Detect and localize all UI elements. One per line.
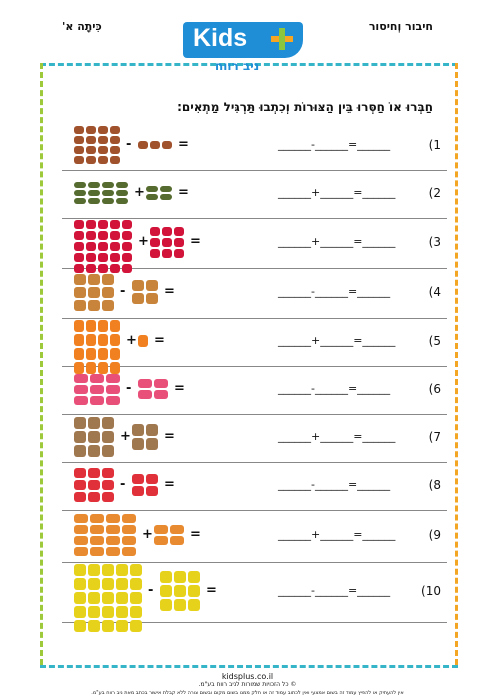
equals-sign: =	[154, 333, 165, 348]
operator-sign: +	[120, 429, 131, 444]
operator-sign: +	[142, 527, 153, 542]
equals-sign: =	[174, 381, 185, 396]
exercise-number: 5)	[428, 334, 441, 348]
plus-icon	[271, 28, 293, 50]
frame-right-border	[455, 63, 458, 665]
equals-sign: =	[178, 137, 189, 152]
grade-label: כִּיתָה א'	[62, 20, 102, 33]
operator-sign: -	[148, 583, 154, 598]
exercise-row: 6) ______-______=______ - =	[62, 366, 447, 415]
exercise-row: 8) ______-______=______ - =	[62, 462, 447, 511]
equals-sign: =	[164, 284, 175, 299]
footer-legal: אין להעתיק או להפיץ עמוד זה בשום אמצעי ו…	[91, 690, 404, 696]
footer-copyright: © כל הזכויות שמורות לניב רווח בע"מ.	[198, 681, 297, 688]
exercise-row: 7) ______+______=______ + =	[62, 414, 447, 463]
exercise-row: 3) ______+______=______ + =	[62, 218, 447, 273]
equation-blanks[interactable]: ______+______=______	[278, 334, 396, 347]
exercise-number: 6)	[428, 382, 441, 396]
subject-title: חיבור וְחיסור	[368, 20, 433, 33]
exercise-number: 1)	[428, 138, 441, 152]
equals-sign: =	[206, 583, 217, 598]
equation-blanks[interactable]: ______+______=______	[278, 235, 396, 248]
equation-blanks[interactable]: ______-______=______	[278, 382, 391, 395]
exercise-number: 7)	[428, 430, 441, 444]
exercise-row: 1) ______-______=______ - =	[62, 122, 447, 171]
exercise-number: 9)	[428, 528, 441, 542]
exercise-number: 10)	[421, 584, 441, 598]
operator-sign: +	[138, 234, 149, 249]
operator-sign: -	[120, 284, 126, 299]
equation-blanks[interactable]: ______-______=______	[278, 138, 391, 151]
frame-top-border	[40, 63, 458, 66]
exercise-row: 2) ______+______=______ + =	[62, 170, 447, 219]
exercise-row: 10) ______-______=______ - =	[62, 562, 447, 632]
exercise-number: 8)	[428, 478, 441, 492]
exercise-number: 3)	[428, 235, 441, 249]
equals-sign: =	[190, 527, 201, 542]
exercise-row: 4) ______-______=______ - =	[62, 268, 447, 319]
equals-sign: =	[178, 185, 189, 200]
frame-bottom-border	[40, 665, 458, 668]
equals-sign: =	[164, 477, 175, 492]
operator-sign: -	[120, 477, 126, 492]
operator-sign: -	[126, 137, 132, 152]
equals-sign: =	[190, 234, 201, 249]
equation-blanks[interactable]: ______+______=______	[278, 186, 396, 199]
logo-subtitle: ניב רווח	[215, 59, 260, 73]
exercise-row: 9) ______+______=______ + =	[62, 510, 447, 563]
exercise-number: 2)	[428, 186, 441, 200]
instruction-text: חַבְּרוּ אוֹ חַסְּרוּ בֵּין הַצּוּרוֹת ו…	[177, 100, 433, 114]
equation-blanks[interactable]: ______-______=______	[278, 285, 391, 298]
kids-logo: Kids	[183, 22, 303, 58]
footer-url[interactable]: kidsplus.co.il	[221, 672, 274, 681]
equation-blanks[interactable]: ______+______=______	[278, 528, 396, 541]
equation-blanks[interactable]: ______+______=______	[278, 430, 396, 443]
logo-word: Kids	[193, 24, 248, 52]
exercise-number: 4)	[428, 285, 441, 299]
operator-sign: +	[134, 185, 145, 200]
equation-blanks[interactable]: ______-______=______	[278, 478, 391, 491]
equation-blanks[interactable]: ______-______=______	[278, 584, 391, 597]
operator-sign: +	[126, 333, 137, 348]
equals-sign: =	[164, 429, 175, 444]
operator-sign: -	[126, 381, 132, 396]
frame-left-border	[40, 63, 43, 665]
exercise-row: 5) ______+______=______ + =	[62, 318, 447, 374]
